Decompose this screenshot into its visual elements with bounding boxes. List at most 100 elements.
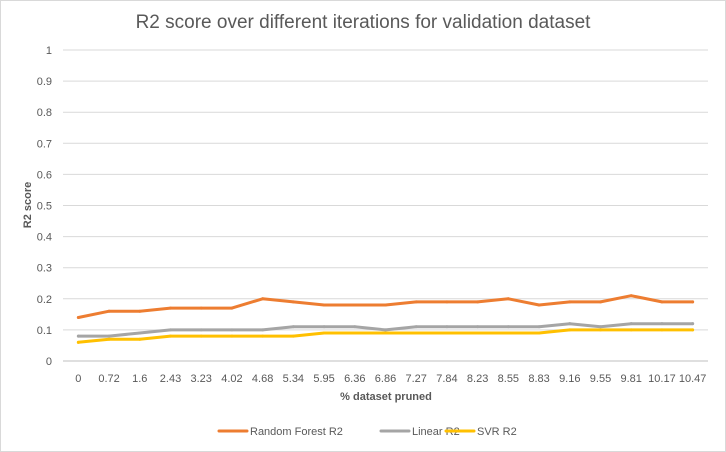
legend-item: Random Forest R2 — [217, 426, 343, 438]
data-point — [476, 331, 480, 335]
y-tick-label: 0.2 — [37, 294, 52, 306]
data-point — [138, 337, 142, 341]
data-point — [445, 300, 449, 304]
data-point — [107, 334, 111, 338]
x-tick-label: 10.47 — [679, 373, 707, 385]
x-tick-label: 4.68 — [252, 373, 273, 385]
y-tick-label: 0.3 — [37, 263, 52, 275]
x-tick-label: 7.27 — [406, 373, 427, 385]
data-point — [107, 337, 111, 341]
data-point — [629, 322, 633, 326]
x-tick-label: 0.72 — [98, 373, 119, 385]
y-tick-label: 0.8 — [37, 107, 52, 119]
data-point — [568, 300, 572, 304]
x-tick-label: 8.83 — [528, 373, 549, 385]
legend: Random Forest R2 Linear R2 SVR R2 — [217, 426, 517, 438]
x-tick-label: 4.02 — [221, 373, 242, 385]
data-point — [322, 325, 326, 329]
data-point — [660, 300, 664, 304]
data-point — [629, 328, 633, 332]
x-tick-label: 1.6 — [132, 373, 147, 385]
data-point — [261, 328, 265, 332]
data-point — [199, 306, 203, 310]
data-point — [414, 300, 418, 304]
x-tick-label: 3.23 — [191, 373, 212, 385]
legend-label: Random Forest R2 — [250, 426, 343, 438]
data-point — [660, 328, 664, 332]
x-tick-label: 5.95 — [313, 373, 334, 385]
data-point — [445, 331, 449, 335]
y-tick-label: 0.5 — [37, 201, 52, 213]
data-point — [476, 300, 480, 304]
y-tick-label: 0.4 — [37, 232, 52, 244]
series-lines — [76, 294, 695, 344]
data-point — [76, 340, 80, 344]
data-point — [138, 331, 142, 335]
data-point — [506, 331, 510, 335]
data-point — [291, 300, 295, 304]
data-point — [291, 325, 295, 329]
data-point — [506, 297, 510, 301]
x-tick-label: 5.34 — [283, 373, 304, 385]
y-tick-label: 0.6 — [37, 169, 52, 181]
data-point — [230, 328, 234, 332]
y-tick-label: 0 — [46, 356, 52, 368]
x-tick-label: 6.36 — [344, 373, 365, 385]
data-point — [568, 322, 572, 326]
data-point — [353, 325, 357, 329]
data-point — [445, 325, 449, 329]
data-point — [599, 300, 602, 304]
data-point — [199, 328, 203, 332]
x-tick-label: 9.16 — [559, 373, 580, 385]
data-point — [199, 334, 203, 338]
data-point — [384, 331, 387, 335]
x-axis-label: % dataset pruned — [340, 391, 432, 403]
data-point — [169, 328, 172, 332]
data-point — [322, 303, 326, 307]
data-point — [353, 331, 357, 335]
legend-item: Linear R2 — [379, 426, 460, 438]
gridlines — [63, 49, 708, 362]
data-point — [76, 315, 80, 319]
y-tick-label: 0.1 — [37, 325, 52, 337]
data-point — [384, 328, 387, 332]
data-point — [629, 294, 633, 298]
data-point — [353, 303, 357, 307]
x-tick-label: 8.55 — [498, 373, 519, 385]
x-tick-label: 10.17 — [648, 373, 676, 385]
legend-item: SVR R2 — [444, 426, 517, 438]
data-point — [691, 328, 695, 332]
data-point — [261, 334, 265, 338]
x-tick-label: 0 — [75, 373, 81, 385]
data-point — [169, 306, 172, 310]
data-point — [138, 309, 142, 313]
y-axis-label: R2 score — [22, 182, 34, 228]
y-tick-label: 0.7 — [37, 138, 52, 150]
data-point — [414, 325, 418, 329]
data-point — [169, 334, 172, 338]
data-point — [506, 325, 510, 329]
data-point — [384, 303, 387, 307]
x-tick-label: 6.86 — [375, 373, 396, 385]
data-point — [414, 331, 418, 335]
data-point — [107, 309, 111, 313]
data-point — [537, 325, 541, 329]
data-point — [322, 331, 326, 335]
data-point — [261, 297, 265, 301]
x-tick-label: 9.55 — [590, 373, 611, 385]
y-axis-ticks: 0 0.1 0.2 0.3 0.4 0.5 0.6 0.7 0.8 0.9 1 — [37, 45, 52, 368]
x-tick-label: 8.23 — [467, 373, 488, 385]
data-point — [291, 334, 295, 338]
data-point — [537, 303, 541, 307]
x-axis-ticks: 0 0.72 1.6 2.43 3.23 4.02 4.68 5.34 5.95 6.36 6.86… — [75, 373, 706, 385]
data-point — [568, 328, 572, 332]
legend-label: Linear R2 — [412, 426, 460, 438]
data-point — [660, 322, 664, 326]
y-tick-label: 0.9 — [37, 76, 52, 88]
x-tick-label: 7.84 — [436, 373, 457, 385]
x-tick-label: 9.81 — [621, 373, 642, 385]
x-tick-label: 2.43 — [160, 373, 181, 385]
data-point — [537, 331, 541, 335]
